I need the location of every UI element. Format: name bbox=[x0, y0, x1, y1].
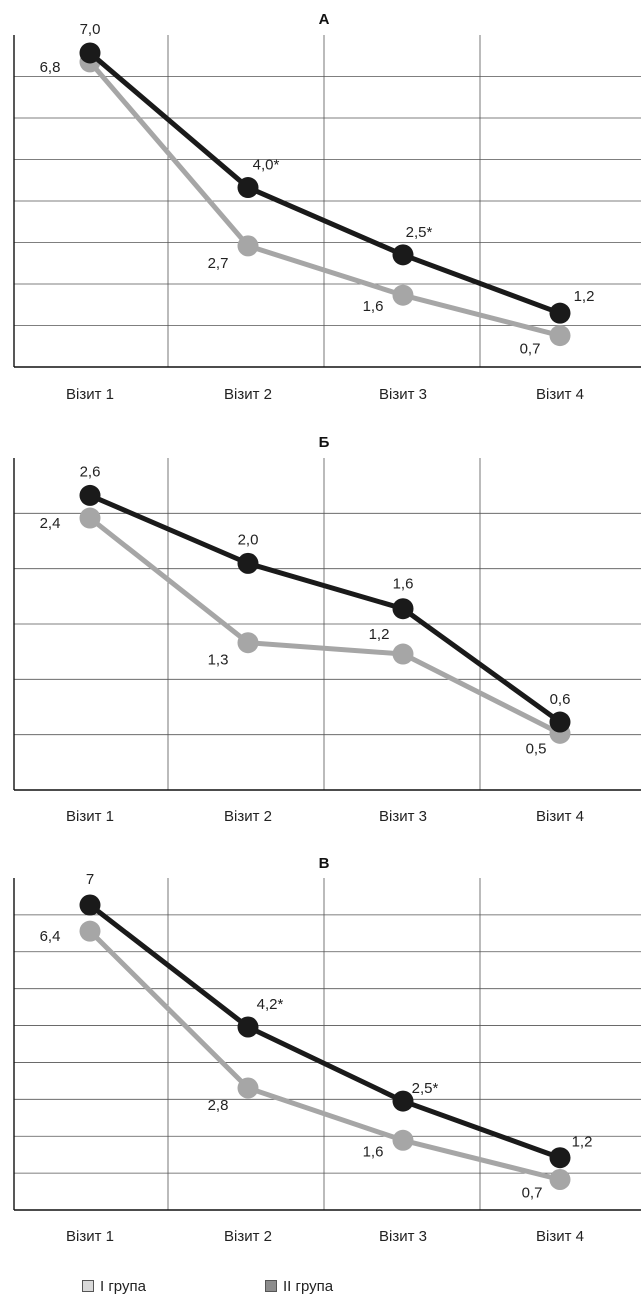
data-point-1-1 bbox=[79, 42, 101, 64]
data-point-3-1 bbox=[392, 1090, 414, 1112]
data-point-1-2 bbox=[237, 235, 259, 257]
series-line-1-2 bbox=[88, 60, 561, 339]
data-point-2-2 bbox=[237, 632, 259, 654]
legend-label-group-2: ІІ група bbox=[283, 1277, 334, 1295]
data-point-1-1 bbox=[392, 244, 414, 266]
data-label-1-1: 2,5* bbox=[406, 224, 433, 241]
data-point-2-2 bbox=[79, 507, 101, 529]
data-label-2-1: 1,6 bbox=[393, 576, 414, 593]
data-point-3-2 bbox=[549, 1169, 571, 1191]
data-label-3-2: 6,4 bbox=[40, 928, 61, 945]
data-label-2-2: 2,4 bbox=[40, 515, 61, 532]
data-label-2-1: 2,6 bbox=[80, 463, 101, 480]
data-label-3-2: 1,6 bbox=[363, 1143, 384, 1160]
legend-swatch-group-2 bbox=[265, 1280, 277, 1292]
x-tick-label-2: Візит 4 bbox=[536, 808, 584, 825]
data-label-2-2: 1,2 bbox=[369, 626, 390, 643]
data-point-3-1 bbox=[549, 1147, 571, 1169]
data-label-1-2: 2,7 bbox=[208, 255, 229, 272]
data-point-3-1 bbox=[237, 1016, 259, 1038]
chart-title-1: А bbox=[319, 11, 330, 28]
data-label-1-2: 6,8 bbox=[40, 59, 61, 76]
data-point-2-1 bbox=[392, 598, 414, 620]
chart-title-2: Б bbox=[319, 434, 330, 451]
x-tick-label-2: Візит 3 bbox=[379, 808, 427, 825]
data-label-1-2: 1,6 bbox=[363, 298, 384, 315]
data-label-3-1: 2,5* bbox=[412, 1080, 439, 1097]
data-point-1-2 bbox=[392, 284, 414, 306]
data-point-1-1 bbox=[237, 177, 259, 199]
series-line-3-1 bbox=[88, 903, 561, 1161]
data-label-2-2: 0,5 bbox=[526, 740, 547, 757]
data-point-3-2 bbox=[79, 920, 101, 942]
data-point-1-1 bbox=[549, 302, 571, 324]
legend-item-group-1: І група bbox=[82, 1277, 146, 1295]
series-line-1-1 bbox=[88, 51, 561, 316]
data-point-1-2 bbox=[549, 325, 571, 347]
series-line-2-1 bbox=[89, 493, 562, 725]
legend-item-group-2: ІІ група bbox=[265, 1277, 333, 1295]
data-label-3-1: 1,2 bbox=[572, 1134, 593, 1151]
data-point-2-1 bbox=[237, 552, 259, 574]
x-tick-label-1: Візит 2 bbox=[224, 386, 272, 403]
data-label-3-2: 2,8 bbox=[208, 1097, 229, 1114]
data-point-3-2 bbox=[392, 1129, 414, 1151]
legend-label-group-1: І група bbox=[100, 1277, 146, 1295]
data-label-2-1: 2,0 bbox=[238, 531, 259, 548]
x-tick-label-3: Візит 3 bbox=[379, 1228, 427, 1245]
x-tick-label-1: Візит 3 bbox=[379, 386, 427, 403]
x-tick-label-1: Візит 4 bbox=[536, 386, 584, 403]
series-line-2-2 bbox=[88, 516, 562, 736]
data-label-2-1: 0,6 bbox=[550, 691, 571, 708]
data-label-1-1: 4,0* bbox=[253, 157, 280, 174]
x-tick-label-3: Візит 2 bbox=[224, 1228, 272, 1245]
data-label-3-1: 7 bbox=[86, 871, 94, 888]
x-tick-label-2: Візит 1 bbox=[66, 808, 114, 825]
data-point-3-2 bbox=[237, 1077, 259, 1099]
data-label-1-1: 7,0 bbox=[80, 21, 101, 38]
data-point-2-1 bbox=[549, 711, 571, 733]
x-tick-label-3: Візит 1 bbox=[66, 1228, 114, 1245]
data-point-3-1 bbox=[79, 894, 101, 916]
data-label-1-1: 1,2 bbox=[574, 288, 595, 305]
data-label-1-2: 0,7 bbox=[520, 341, 541, 358]
data-point-2-1 bbox=[79, 484, 101, 506]
data-label-3-2: 0,7 bbox=[522, 1185, 543, 1202]
data-label-2-2: 1,3 bbox=[208, 652, 229, 669]
x-tick-label-3: Візит 4 bbox=[536, 1228, 584, 1245]
x-tick-label-1: Візит 1 bbox=[66, 386, 114, 403]
x-tick-label-2: Візит 2 bbox=[224, 808, 272, 825]
legend-swatch-group-1 bbox=[82, 1280, 94, 1292]
data-label-3-1: 4,2* bbox=[257, 996, 284, 1013]
chart-title-3: В bbox=[319, 855, 330, 872]
data-point-2-2 bbox=[392, 643, 414, 665]
series-line-3-2 bbox=[88, 929, 561, 1182]
